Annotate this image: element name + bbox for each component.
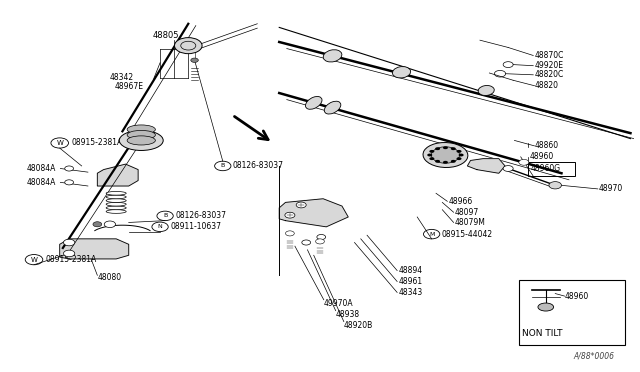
Circle shape — [191, 58, 198, 62]
Text: 48870C: 48870C — [534, 51, 564, 60]
Text: W: W — [56, 140, 63, 146]
Text: 08915-2381A: 08915-2381A — [71, 138, 122, 147]
Circle shape — [459, 154, 463, 157]
Ellipse shape — [431, 147, 460, 163]
Polygon shape — [467, 159, 505, 173]
Ellipse shape — [478, 86, 494, 96]
Text: N: N — [157, 224, 163, 229]
Circle shape — [93, 222, 102, 227]
Ellipse shape — [106, 206, 126, 210]
Text: B: B — [221, 163, 225, 169]
Circle shape — [456, 150, 461, 153]
Circle shape — [435, 147, 440, 150]
Text: 48960: 48960 — [530, 153, 554, 161]
Text: 48960: 48960 — [564, 292, 589, 301]
Text: 08126-83037: 08126-83037 — [175, 211, 226, 220]
Bar — [528, 161, 575, 176]
Circle shape — [65, 166, 74, 171]
Text: 48970: 48970 — [599, 185, 623, 193]
Text: 49970A: 49970A — [324, 299, 353, 308]
Ellipse shape — [127, 125, 156, 134]
Text: W: W — [31, 257, 37, 263]
Ellipse shape — [127, 136, 156, 145]
Text: 48343: 48343 — [398, 288, 422, 297]
Ellipse shape — [106, 210, 126, 214]
Circle shape — [443, 161, 448, 164]
Ellipse shape — [324, 101, 341, 114]
Ellipse shape — [305, 96, 322, 109]
Circle shape — [302, 240, 310, 245]
Text: 48820: 48820 — [534, 81, 559, 90]
Circle shape — [175, 38, 202, 54]
Text: 48961: 48961 — [398, 277, 422, 286]
Text: 48805: 48805 — [153, 31, 180, 40]
Text: 48342: 48342 — [110, 73, 134, 82]
Circle shape — [456, 157, 461, 160]
Ellipse shape — [119, 131, 163, 150]
Circle shape — [435, 160, 440, 163]
Circle shape — [104, 221, 116, 228]
Text: 48960G: 48960G — [531, 164, 561, 173]
Text: M: M — [429, 232, 435, 237]
Text: 08126-83037: 08126-83037 — [233, 161, 284, 170]
Polygon shape — [97, 164, 138, 186]
Circle shape — [503, 166, 513, 171]
Ellipse shape — [106, 202, 126, 206]
Circle shape — [451, 147, 456, 150]
Circle shape — [65, 180, 74, 185]
Circle shape — [316, 239, 324, 244]
Ellipse shape — [127, 131, 156, 140]
Circle shape — [428, 154, 432, 157]
Text: 08911-10637: 08911-10637 — [170, 222, 221, 231]
Text: 48097: 48097 — [455, 208, 479, 217]
Text: 48079M: 48079M — [455, 218, 486, 227]
Circle shape — [296, 202, 306, 208]
Text: 48894: 48894 — [398, 266, 422, 275]
Text: 48080: 48080 — [97, 273, 122, 282]
Text: 49920E: 49920E — [534, 61, 563, 70]
Text: B: B — [163, 214, 167, 218]
Ellipse shape — [106, 199, 126, 202]
Ellipse shape — [106, 192, 126, 195]
Circle shape — [429, 157, 435, 160]
Text: NON TILT: NON TILT — [522, 329, 563, 338]
Ellipse shape — [106, 195, 126, 199]
Circle shape — [549, 182, 561, 189]
Circle shape — [285, 231, 294, 236]
Ellipse shape — [392, 67, 411, 78]
Text: 48920B: 48920B — [344, 321, 373, 330]
Text: 48967E: 48967E — [115, 82, 143, 91]
Ellipse shape — [323, 50, 342, 62]
Circle shape — [63, 239, 75, 246]
Circle shape — [429, 150, 435, 153]
Text: 48820C: 48820C — [534, 70, 564, 79]
Circle shape — [451, 160, 456, 163]
Polygon shape — [60, 239, 129, 259]
Text: 08915-2381A: 08915-2381A — [45, 255, 97, 264]
Text: 48938: 48938 — [336, 310, 360, 319]
Text: 48084A: 48084A — [27, 164, 56, 173]
Text: 48860: 48860 — [534, 141, 559, 150]
Circle shape — [317, 234, 326, 240]
Polygon shape — [279, 199, 348, 227]
Text: A/88*0006: A/88*0006 — [574, 351, 615, 360]
Text: 48966: 48966 — [449, 197, 473, 206]
Text: 48084A: 48084A — [27, 178, 56, 187]
Circle shape — [63, 250, 75, 257]
Circle shape — [519, 159, 529, 165]
Text: 08915-44042: 08915-44042 — [442, 230, 493, 238]
Bar — [520, 280, 625, 344]
Ellipse shape — [538, 303, 554, 311]
Circle shape — [443, 146, 448, 149]
Circle shape — [285, 212, 295, 218]
Ellipse shape — [423, 142, 468, 167]
